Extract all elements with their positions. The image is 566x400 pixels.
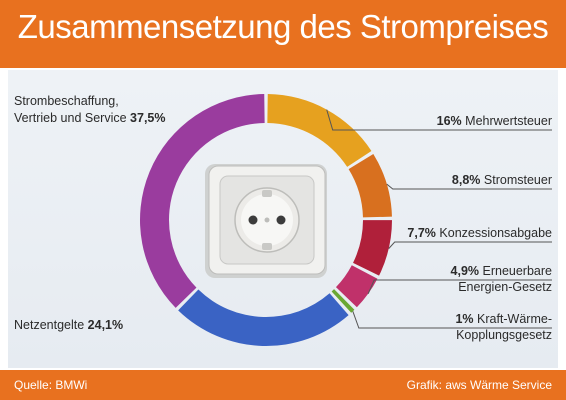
svg-text:1% Kraft-Wärme-: 1% Kraft-Wärme- bbox=[455, 312, 552, 326]
svg-text:4,9% Erneuerbare: 4,9% Erneuerbare bbox=[451, 264, 553, 278]
donut-slice bbox=[178, 289, 349, 346]
label-line: Vertrieb und Service bbox=[14, 111, 127, 125]
svg-text:8,8% Stromsteuer: 8,8% Stromsteuer bbox=[452, 173, 552, 187]
source-text: Quelle: BMWi bbox=[14, 378, 88, 392]
label-line: Netzentgelte bbox=[14, 318, 84, 332]
label-mehrwertsteuer: 16% Mehrwertsteuer bbox=[437, 114, 552, 128]
value-label: 7,7% bbox=[407, 226, 436, 240]
donut-slice bbox=[331, 289, 355, 313]
label-netzentgelte: Netzentgelte 24,1% bbox=[14, 318, 123, 332]
donut-slices bbox=[140, 94, 392, 346]
donut-slice bbox=[353, 220, 392, 276]
svg-text:7,7% Konzessionsabgabe: 7,7% Konzessionsabgabe bbox=[407, 226, 552, 240]
donut-slice bbox=[267, 94, 372, 167]
label-eeg: 4,9% Erneuerbare Energien-Gesetz bbox=[451, 264, 553, 294]
label-strombeschaffung: Strombeschaffung, Vertrieb und Service 3… bbox=[14, 94, 166, 125]
value-label: 4,9% bbox=[451, 264, 480, 278]
label-line: Strombeschaffung, bbox=[14, 94, 119, 108]
value-label: 1% bbox=[455, 312, 473, 326]
leader-line bbox=[386, 183, 552, 190]
svg-text:Vertrieb und Service 37,5%: Vertrieb und Service 37,5% bbox=[14, 111, 166, 125]
footer-bar: Quelle: BMWi Grafik: aws Wärme Service bbox=[0, 370, 566, 400]
label-line: Kraft-Wärme- bbox=[477, 312, 552, 326]
value-label: 24,1% bbox=[88, 318, 123, 332]
label-line: Energien-Gesetz bbox=[458, 280, 552, 294]
label-line: Stromsteuer bbox=[484, 173, 552, 187]
leader-lines bbox=[326, 109, 552, 329]
leader-line bbox=[367, 279, 552, 294]
credit-text: Grafik: aws Wärme Service bbox=[406, 378, 552, 392]
leader-line bbox=[352, 311, 552, 329]
value-label: 8,8% bbox=[452, 173, 481, 187]
value-label: 16% bbox=[437, 114, 462, 128]
leader-line bbox=[326, 109, 552, 131]
donut-slice bbox=[348, 153, 392, 218]
label-stromsteuer: 8,8% Stromsteuer bbox=[452, 173, 552, 187]
header-bar: Zusammensetzung des Strompreises bbox=[0, 0, 566, 68]
svg-text:16% Mehrwertsteuer: 16% Mehrwertsteuer bbox=[437, 114, 552, 128]
leader-line bbox=[388, 241, 552, 249]
label-line: Erneuerbare bbox=[483, 264, 553, 278]
label-line: Kopplungsgesetz bbox=[456, 328, 552, 342]
label-kwk: 1% Kraft-Wärme- Kopplungsgesetz bbox=[455, 312, 552, 342]
svg-text:Netzentgelte 24,1%: Netzentgelte 24,1% bbox=[14, 318, 123, 332]
donut-slice bbox=[335, 265, 378, 308]
donut-slice bbox=[140, 94, 265, 308]
power-socket-icon bbox=[205, 164, 327, 278]
label-line: Mehrwertsteuer bbox=[465, 114, 552, 128]
label-line: Konzessionsabgabe bbox=[439, 226, 552, 240]
chart-title: Zusammensetzung des Strompreises bbox=[17, 8, 549, 45]
value-label: 37,5% bbox=[130, 111, 165, 125]
label-konzessionsabgabe: 7,7% Konzessionsabgabe bbox=[407, 226, 552, 240]
